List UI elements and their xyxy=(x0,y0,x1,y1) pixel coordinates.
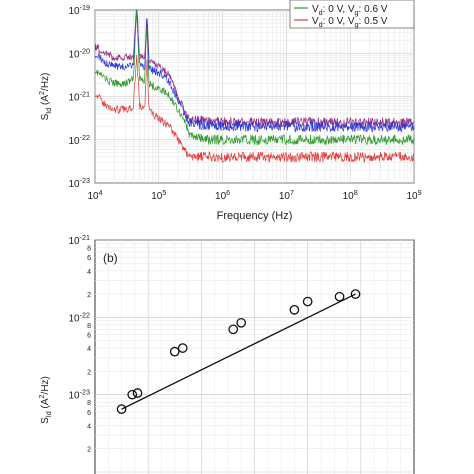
ticks-b: 10-23 10-22 10-21 2 4 6 8 2 4 6 8 2 4 6 8 xyxy=(68,233,91,454)
data-point xyxy=(350,289,361,299)
y-axis-label-a: SId (A2/Hz) xyxy=(37,73,53,121)
ticks-a: 104 105 106 107 108 109 10-23 10-22 10-21 10-20 10… xyxy=(68,3,421,202)
y-minor-tick-label-b: 6 xyxy=(87,332,91,339)
y-tick-label-a: 10-20 xyxy=(68,46,90,60)
y-tick-label-b: 10-21 xyxy=(68,233,90,247)
y-minor-tick-label-b: 2 xyxy=(87,292,91,299)
series-group-a xyxy=(94,8,415,164)
data-point xyxy=(236,317,247,328)
x-tick-label-a: 109 xyxy=(406,188,421,202)
y-minor-tick-label-b: 4 xyxy=(87,269,91,276)
y-tick-label-a: 10-21 xyxy=(68,90,90,104)
y-tick-label-b: 10-23 xyxy=(68,388,90,402)
data-point xyxy=(289,304,300,315)
series-line-1 xyxy=(94,9,415,146)
y-minor-tick-label-b: 2 xyxy=(87,369,91,376)
fit-line-group-b xyxy=(121,293,356,410)
series-line-2 xyxy=(94,54,415,164)
legend-a: Vd: 0 V, Vg: 0.6 VVd: 0 V, Vg: 0.5 V xyxy=(289,0,415,29)
legend-label: Vd: 0 V, Vg: 0.5 V xyxy=(312,16,388,29)
y-minor-tick-label-b: 2 xyxy=(87,447,91,454)
data-point xyxy=(169,346,180,357)
data-point xyxy=(177,343,188,353)
y-minor-tick-label-b: 8 xyxy=(87,323,91,330)
x-tick-label-a: 104 xyxy=(87,188,102,202)
y-minor-tick-label-b: 8 xyxy=(87,400,91,407)
x-tick-label-a: 106 xyxy=(215,188,230,202)
data-point xyxy=(302,296,313,307)
y-tick-label-a: 10-23 xyxy=(68,176,90,190)
fit-line xyxy=(121,293,356,410)
data-point xyxy=(334,291,345,302)
legend-label: Vd: 0 V, Vg: 0.6 V xyxy=(312,4,388,17)
panel-a: 104 105 106 107 108 109 10-23 10-22 10-21 10-20 10… xyxy=(37,0,422,222)
y-minor-tick-label-b: 6 xyxy=(87,410,91,417)
y-minor-tick-label-b: 4 xyxy=(87,423,91,430)
data-point xyxy=(116,404,127,414)
x-tick-label-a: 105 xyxy=(151,188,166,202)
panel-b: 10-23 10-22 10-21 2 4 6 8 2 4 6 8 2 4 6 8 (b) SId (A2/… xyxy=(37,233,415,474)
y-minor-tick-label-b: 4 xyxy=(87,346,91,353)
grid-b xyxy=(95,239,414,474)
legend-box xyxy=(289,0,415,29)
data-point xyxy=(228,324,239,335)
y-axis-label-b: SId (A2/Hz) xyxy=(37,376,53,424)
y-tick-label-a: 10-19 xyxy=(68,3,90,17)
x-axis-label-a: Frequency (Hz) xyxy=(217,210,293,222)
y-minor-tick-label-b: 8 xyxy=(87,245,91,252)
x-tick-label-a: 107 xyxy=(279,188,294,202)
data-point xyxy=(127,389,138,400)
series-line-3 xyxy=(94,9,415,134)
y-minor-tick-label-b: 6 xyxy=(87,255,91,262)
data-point xyxy=(132,388,143,398)
panel-label-b: (b) xyxy=(103,251,118,265)
points-group-b xyxy=(116,289,361,414)
x-tick-label-a: 108 xyxy=(343,188,358,202)
y-tick-label-a: 10-22 xyxy=(68,133,90,147)
y-tick-label-b: 10-22 xyxy=(68,310,90,324)
